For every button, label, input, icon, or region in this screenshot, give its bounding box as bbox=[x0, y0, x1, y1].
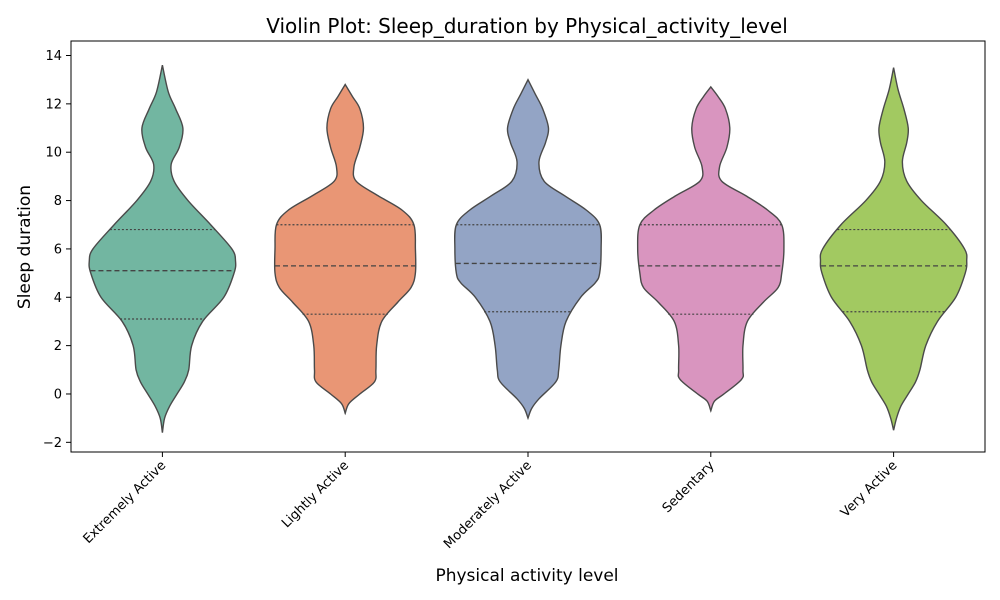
violin-sedentary bbox=[636, 85, 785, 413]
y-tick-label: 8 bbox=[54, 194, 62, 209]
violin-body bbox=[88, 65, 237, 433]
y-tick-label: 12 bbox=[45, 97, 62, 112]
y-tick-label: 4 bbox=[54, 291, 62, 306]
y-axis-label: Sleep duration bbox=[15, 185, 35, 309]
violins-group bbox=[88, 65, 968, 433]
y-tick-label: 10 bbox=[45, 146, 62, 161]
chart-title: Violin Plot: Sleep_duration by Physical_… bbox=[266, 14, 788, 38]
violin-moderately-active bbox=[453, 78, 603, 421]
violin-body bbox=[273, 83, 417, 416]
x-tick-label: Sedentary bbox=[660, 458, 718, 516]
y-tick-label: −2 bbox=[43, 436, 62, 451]
y-tick-label: 6 bbox=[54, 242, 62, 257]
y-tick-label: 14 bbox=[45, 49, 62, 64]
x-tick-label: Very Active bbox=[838, 458, 900, 520]
violin-body bbox=[453, 78, 603, 421]
violin-body bbox=[636, 85, 785, 413]
x-axis-label: Physical activity level bbox=[435, 566, 618, 586]
x-tick-label: Extremely Active bbox=[81, 458, 170, 547]
violin-very-active bbox=[819, 67, 968, 431]
violin-body bbox=[819, 67, 968, 431]
violin-lightly-active bbox=[273, 83, 417, 416]
violin-extremely-active bbox=[88, 65, 237, 433]
x-tick-label: Moderately Active bbox=[441, 458, 535, 552]
y-tick-label: 2 bbox=[54, 339, 62, 354]
y-axis: −2 0 2 4 6 8 10 12 14 bbox=[43, 49, 71, 451]
x-axis: Extremely Active Lightly Active Moderately… bbox=[81, 452, 900, 552]
y-tick-label: 0 bbox=[54, 387, 62, 402]
x-tick-label: Lightly Active bbox=[279, 458, 352, 531]
